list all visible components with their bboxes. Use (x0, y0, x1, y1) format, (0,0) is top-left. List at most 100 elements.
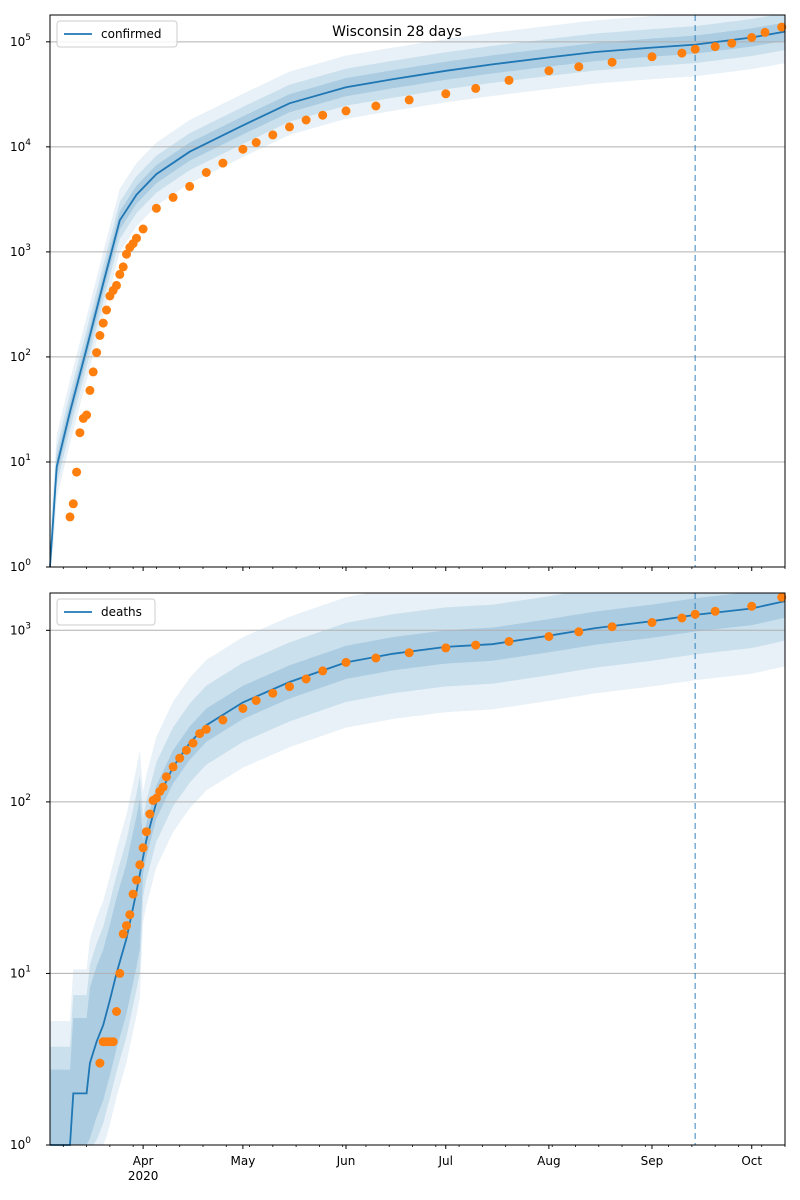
deaths-gridlines (50, 629, 785, 974)
observed-point (141, 827, 151, 837)
observed-point (168, 192, 178, 202)
y-tick-label: 102 (10, 348, 31, 364)
observed-point (118, 262, 128, 272)
confirmed-legend-box (56, 20, 178, 48)
observed-point (574, 627, 584, 637)
observed-point (690, 609, 700, 619)
observed-point (138, 843, 148, 853)
observed-point (135, 860, 145, 870)
x-tick-label: Sep (641, 1154, 664, 1168)
observed-point (122, 921, 131, 931)
observed-point (371, 653, 381, 663)
y-tick-label: 104 (10, 138, 31, 154)
y-tick-label: 103 (10, 621, 31, 637)
observed-point (404, 95, 414, 105)
observed-point (251, 696, 261, 705)
deaths-band-1 (50, 593, 785, 1145)
observed-point (98, 318, 108, 328)
observed-point (201, 724, 211, 734)
observed-point (285, 682, 294, 692)
observed-point (95, 1058, 105, 1068)
observed-point (102, 305, 111, 315)
deaths-legend-box (56, 598, 156, 626)
observed-point (301, 674, 311, 684)
observed-point (727, 38, 737, 48)
observed-point (175, 753, 185, 763)
observed-point (112, 280, 121, 290)
observed-point (544, 66, 554, 76)
y-tick-exponent: 0 (25, 558, 31, 568)
confirmed-band-0 (50, 15, 785, 567)
observed-point (710, 42, 720, 52)
y-tick-exponent: 1 (25, 964, 31, 974)
observed-point (168, 762, 178, 772)
y-tick-label: 101 (10, 453, 31, 469)
y-tick-label: 101 (10, 964, 31, 980)
observed-point (88, 367, 98, 377)
observed-point (108, 1037, 118, 1047)
observed-point (132, 875, 141, 885)
observed-point (238, 704, 248, 713)
deaths-legend-label: deaths (101, 605, 142, 619)
observed-point (574, 62, 584, 72)
y-tick-exponent: 2 (25, 348, 31, 358)
observed-point (195, 729, 205, 739)
y-tick-label: 105 (10, 33, 31, 49)
observed-point (544, 632, 554, 641)
y-tick-exponent: 1 (25, 453, 31, 463)
observed-point (471, 640, 481, 650)
observed-point (747, 33, 757, 42)
confirmed-legend-label: confirmed (101, 27, 162, 41)
observed-point (441, 89, 451, 99)
deaths-band-0 (50, 593, 785, 1145)
x-tick-year-label: 2020 (128, 1169, 159, 1183)
x-tick-label: Aug (537, 1154, 560, 1168)
observed-point (132, 233, 141, 243)
observed-point (138, 224, 148, 234)
observed-point (404, 648, 414, 658)
observed-point (218, 158, 228, 168)
y-tick-exponent: 3 (25, 243, 31, 253)
y-tick-exponent: 4 (25, 138, 31, 148)
deaths-legend: deaths (56, 598, 156, 626)
observed-point (158, 782, 168, 792)
observed-point (95, 331, 105, 340)
confirmed-x-ticks (62, 567, 786, 571)
confirmed-model-line (49, 30, 786, 568)
observed-point (504, 75, 514, 85)
y-tick-label: 102 (10, 793, 31, 809)
y-tick-exponent: 3 (25, 621, 31, 631)
observed-point (318, 666, 328, 676)
deaths-axes-frame (49, 592, 786, 1146)
observed-point (268, 688, 278, 698)
observed-point (777, 22, 787, 32)
x-tick-label: May (230, 1154, 255, 1168)
observed-point (115, 269, 125, 279)
y-tick-label: 100 (10, 1136, 31, 1152)
deaths-interval-bands (50, 593, 785, 1145)
observed-point (218, 715, 228, 725)
observed-point (301, 115, 311, 125)
observed-point (72, 467, 82, 477)
observed-point (115, 968, 125, 978)
observed-point (82, 410, 92, 420)
observed-point (125, 910, 135, 920)
observed-point (238, 144, 248, 154)
observed-point (441, 643, 451, 653)
observed-point (760, 27, 770, 37)
observed-point (341, 657, 351, 667)
observed-point (75, 428, 85, 438)
observed-point (185, 181, 195, 191)
observed-point (145, 809, 155, 819)
observed-point (122, 249, 131, 259)
observed-point (68, 499, 78, 509)
observed-point (112, 1007, 121, 1016)
observed-point (371, 101, 381, 111)
observed-point (181, 745, 191, 755)
y-tick-exponent: 2 (25, 793, 31, 803)
observed-point (607, 57, 617, 67)
